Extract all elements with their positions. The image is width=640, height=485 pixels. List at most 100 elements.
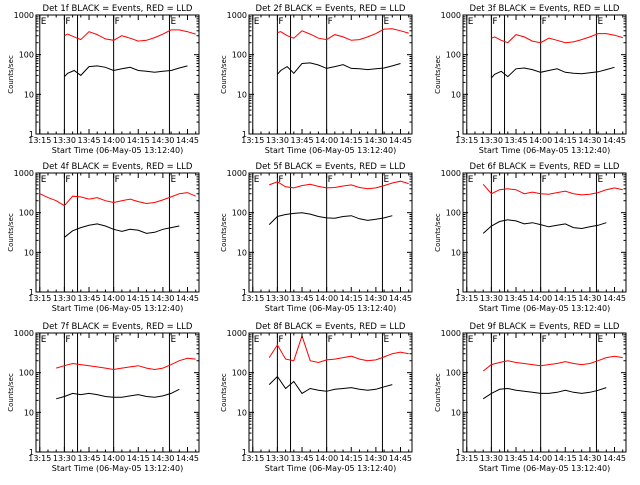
y-tick-label: 10 [24, 90, 34, 99]
y-tick-label: 10 [451, 248, 461, 257]
marker-label: E [597, 17, 603, 27]
x-tick-label: 14:30 [151, 294, 174, 303]
plot-frame [248, 332, 413, 453]
panel-6: Det 6f BLACK = Events, RED = LLD E F F E 1 10 1… [434, 162, 627, 313]
events-series-line [491, 66, 615, 79]
y-tick-label: 10 [451, 408, 461, 417]
y-axis-label: Counts/sec [220, 55, 228, 94]
panel-title: Det 8f BLACK = Events, RED = LLD [256, 322, 406, 332]
x-axis-label: Start Time (06-May-05 13:12:40) [52, 304, 183, 313]
y-tick-label: 100 [232, 51, 247, 60]
panel-title: Det 2f BLACK = Events, RED = LLD [256, 4, 406, 14]
events-series-line [482, 387, 607, 400]
x-tick-label: 14:30 [578, 294, 601, 303]
plot-frame [462, 332, 627, 453]
y-tick-label: 1000 [227, 11, 247, 20]
events-series-line [56, 388, 180, 400]
panel-3: Det 3f BLACK = Events, RED = LLD E F F E 1 10 1… [434, 4, 627, 155]
panel-9: Det 9f BLACK = Events, RED = LLD E F F E 1 10 1… [434, 322, 627, 473]
panel-4: Det 4f BLACK = Events, RED = LLD E F F E 1 10 1… [7, 162, 200, 313]
marker-label: E [41, 17, 47, 27]
y-tick-label: 100 [232, 209, 247, 218]
x-tick-label: 13:30 [266, 454, 289, 463]
y-tick-label: 1 [242, 288, 247, 297]
x-tick-label: 14:30 [151, 454, 174, 463]
lld-series-line [268, 334, 409, 364]
marker-label: F [115, 175, 120, 185]
y-axis-label: Counts/sec [7, 373, 15, 412]
plot-frame [35, 14, 200, 135]
x-tick-label: 14:00 [315, 136, 338, 145]
marker-label: F [328, 17, 333, 27]
x-tick-label: 13:15 [455, 294, 478, 303]
x-tick-label: 13:45 [504, 454, 527, 463]
marker-label: E [383, 17, 389, 27]
panel-8: Det 8f BLACK = Events, RED = LLD E F F E 1 10 1… [220, 322, 413, 473]
events-series-line [268, 375, 393, 395]
x-tick-label: 14:15 [554, 136, 577, 145]
y-tick-label: 1 [242, 448, 247, 457]
y-axis-label: Counts/sec [7, 55, 15, 94]
y-axis-label: Counts/sec [7, 213, 15, 252]
x-tick-label: 14:00 [529, 294, 552, 303]
plot-frame [462, 14, 627, 135]
marker-label: E [170, 17, 176, 27]
y-tick-label: 10 [237, 248, 247, 257]
x-tick-label: 13:15 [455, 136, 478, 145]
marker-label: F [542, 335, 547, 345]
x-tick-label: 14:15 [554, 454, 577, 463]
x-tick-label: 14:30 [578, 136, 601, 145]
y-tick-label: 1000 [14, 329, 34, 338]
marker-label: E [468, 175, 474, 185]
marker-label: F [115, 335, 120, 345]
x-axis-label: Start Time (06-May-05 13:12:40) [265, 464, 396, 473]
x-tick-label: 14:45 [176, 454, 199, 463]
x-tick-label: 13:45 [504, 136, 527, 145]
x-tick-label: 13:15 [241, 136, 264, 145]
marker-label: F [278, 335, 283, 345]
x-tick-label: 14:45 [176, 136, 199, 145]
panel-5: Det 5f BLACK = Events, RED = LLD E F F E 1 10 1… [220, 162, 413, 313]
x-tick-label: 14:00 [102, 136, 125, 145]
y-tick-label: 100 [232, 369, 247, 378]
lld-series-line [482, 355, 623, 372]
y-tick-label: 100 [19, 51, 34, 60]
y-tick-label: 100 [19, 369, 34, 378]
panel-title: Det 1f BLACK = Events, RED = LLD [43, 4, 193, 14]
x-tick-label: 13:45 [504, 294, 527, 303]
events-series-line [277, 62, 401, 75]
panel-7: Det 7f BLACK = Events, RED = LLD E F F E 1 10 1… [7, 322, 200, 473]
x-tick-label: 13:15 [241, 454, 264, 463]
x-tick-label: 14:45 [603, 294, 626, 303]
x-tick-label: 14:15 [127, 294, 150, 303]
x-tick-label: 13:30 [480, 294, 503, 303]
x-tick-label: 13:45 [77, 136, 100, 145]
plot-frame [248, 172, 413, 293]
x-tick-label: 13:45 [290, 136, 313, 145]
x-tick-label: 14:30 [151, 136, 174, 145]
y-tick-label: 100 [446, 51, 461, 60]
marker-label: F [278, 175, 283, 185]
marker-label: F [65, 175, 70, 185]
marker-label: F [115, 17, 120, 27]
marker-label: E [254, 17, 260, 27]
marker-label: E [597, 175, 603, 185]
y-tick-label: 100 [446, 369, 461, 378]
lld-series-line [482, 183, 623, 196]
marker-label: F [542, 17, 547, 27]
plot-frame [35, 172, 200, 293]
x-tick-label: 14:00 [315, 294, 338, 303]
marker-label: E [170, 175, 176, 185]
x-tick-label: 14:45 [603, 136, 626, 145]
y-tick-label: 10 [24, 248, 34, 257]
x-tick-label: 13:45 [77, 294, 100, 303]
y-tick-label: 1000 [441, 169, 461, 178]
y-tick-label: 1 [456, 288, 461, 297]
y-tick-label: 10 [451, 90, 461, 99]
x-tick-label: 14:45 [389, 454, 412, 463]
x-tick-label: 14:15 [340, 294, 363, 303]
events-series-line [482, 219, 607, 234]
x-tick-label: 14:15 [127, 454, 150, 463]
